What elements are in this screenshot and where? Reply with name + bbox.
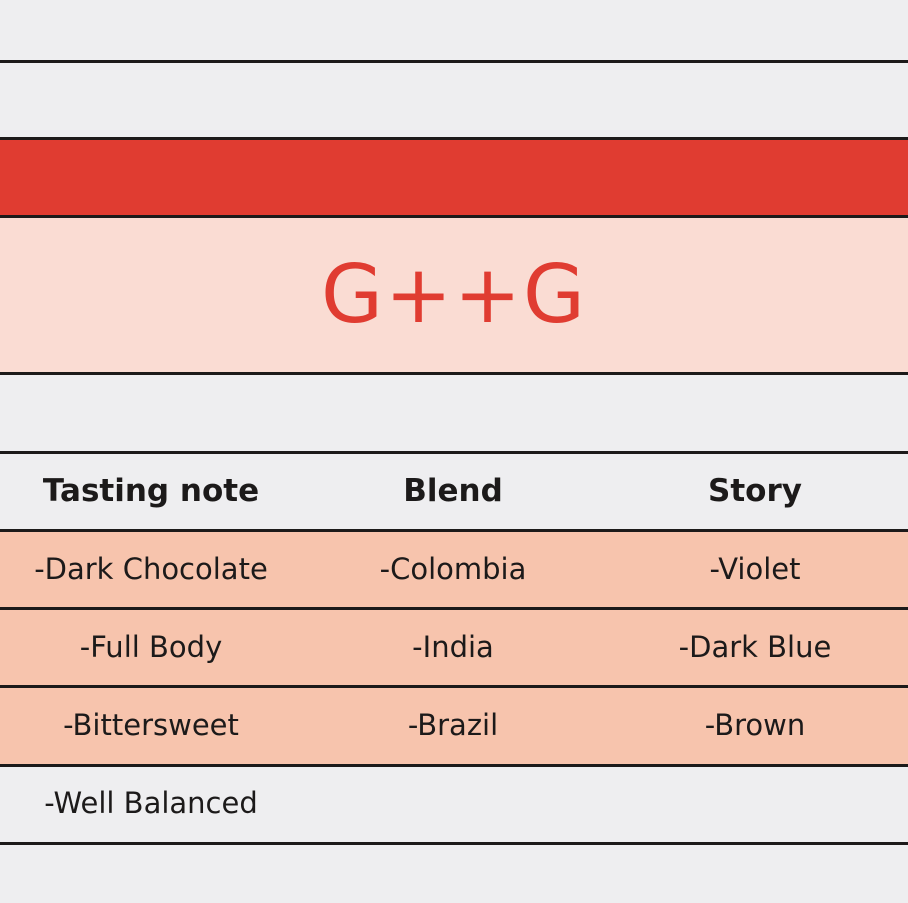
rows-band [0, 530, 908, 765]
table-cell: -Colombia [379, 552, 527, 586]
table-cell: -Bittersweet [63, 708, 239, 742]
table-cell: -Brown [704, 708, 806, 742]
logo-band [0, 216, 908, 373]
column-header: Story [708, 473, 802, 509]
table-cell: -India [412, 630, 494, 664]
table-cell: -Full Body [79, 630, 223, 664]
table-cell: -Well Balanced [44, 786, 258, 820]
column-header: Tasting note [42, 473, 260, 509]
logo: G++G [320, 248, 588, 341]
divider [0, 685, 908, 688]
divider [0, 529, 908, 532]
column-header: Blend [403, 473, 503, 509]
divider [0, 215, 908, 218]
red-band [0, 138, 908, 216]
divider [0, 764, 908, 767]
table-cell: -Brazil [407, 708, 499, 742]
table-cell: -Dark Chocolate [34, 552, 268, 586]
table-cell: -Violet [709, 552, 801, 586]
divider [0, 607, 908, 610]
divider [0, 842, 908, 845]
divider [0, 451, 908, 454]
table-cell: -Dark Blue [678, 630, 832, 664]
divider [0, 137, 908, 140]
divider [0, 60, 908, 63]
divider [0, 372, 908, 375]
